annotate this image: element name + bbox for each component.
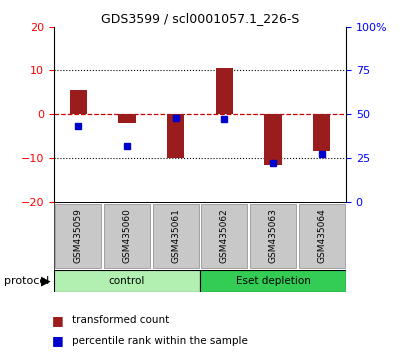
Text: ■: ■ <box>52 314 64 327</box>
Text: GDS3599 / scl0001057.1_226-S: GDS3599 / scl0001057.1_226-S <box>101 12 299 25</box>
Bar <box>264 114 282 165</box>
Bar <box>104 204 150 268</box>
Text: transformed count: transformed count <box>72 315 169 325</box>
Text: GSM435064: GSM435064 <box>317 209 326 263</box>
Text: percentile rank within the sample: percentile rank within the sample <box>72 336 248 346</box>
Bar <box>70 90 87 114</box>
Text: GSM435061: GSM435061 <box>171 209 180 263</box>
Bar <box>216 68 233 114</box>
Bar <box>118 114 136 123</box>
Bar <box>313 114 330 152</box>
Text: Eset depletion: Eset depletion <box>236 276 310 286</box>
Bar <box>200 270 346 292</box>
Text: GSM435059: GSM435059 <box>74 209 83 263</box>
Text: GSM435060: GSM435060 <box>122 209 132 263</box>
Bar <box>54 270 200 292</box>
Bar <box>202 204 247 268</box>
Bar <box>153 204 198 268</box>
Text: GSM435062: GSM435062 <box>220 209 229 263</box>
Text: ■: ■ <box>52 334 64 347</box>
Text: protocol: protocol <box>4 276 49 286</box>
Bar <box>250 204 296 268</box>
Bar <box>167 114 184 158</box>
Text: control: control <box>109 276 145 286</box>
Text: GSM435063: GSM435063 <box>268 209 278 263</box>
Text: ▶: ▶ <box>41 275 51 287</box>
Bar <box>299 204 344 268</box>
Bar <box>56 204 101 268</box>
